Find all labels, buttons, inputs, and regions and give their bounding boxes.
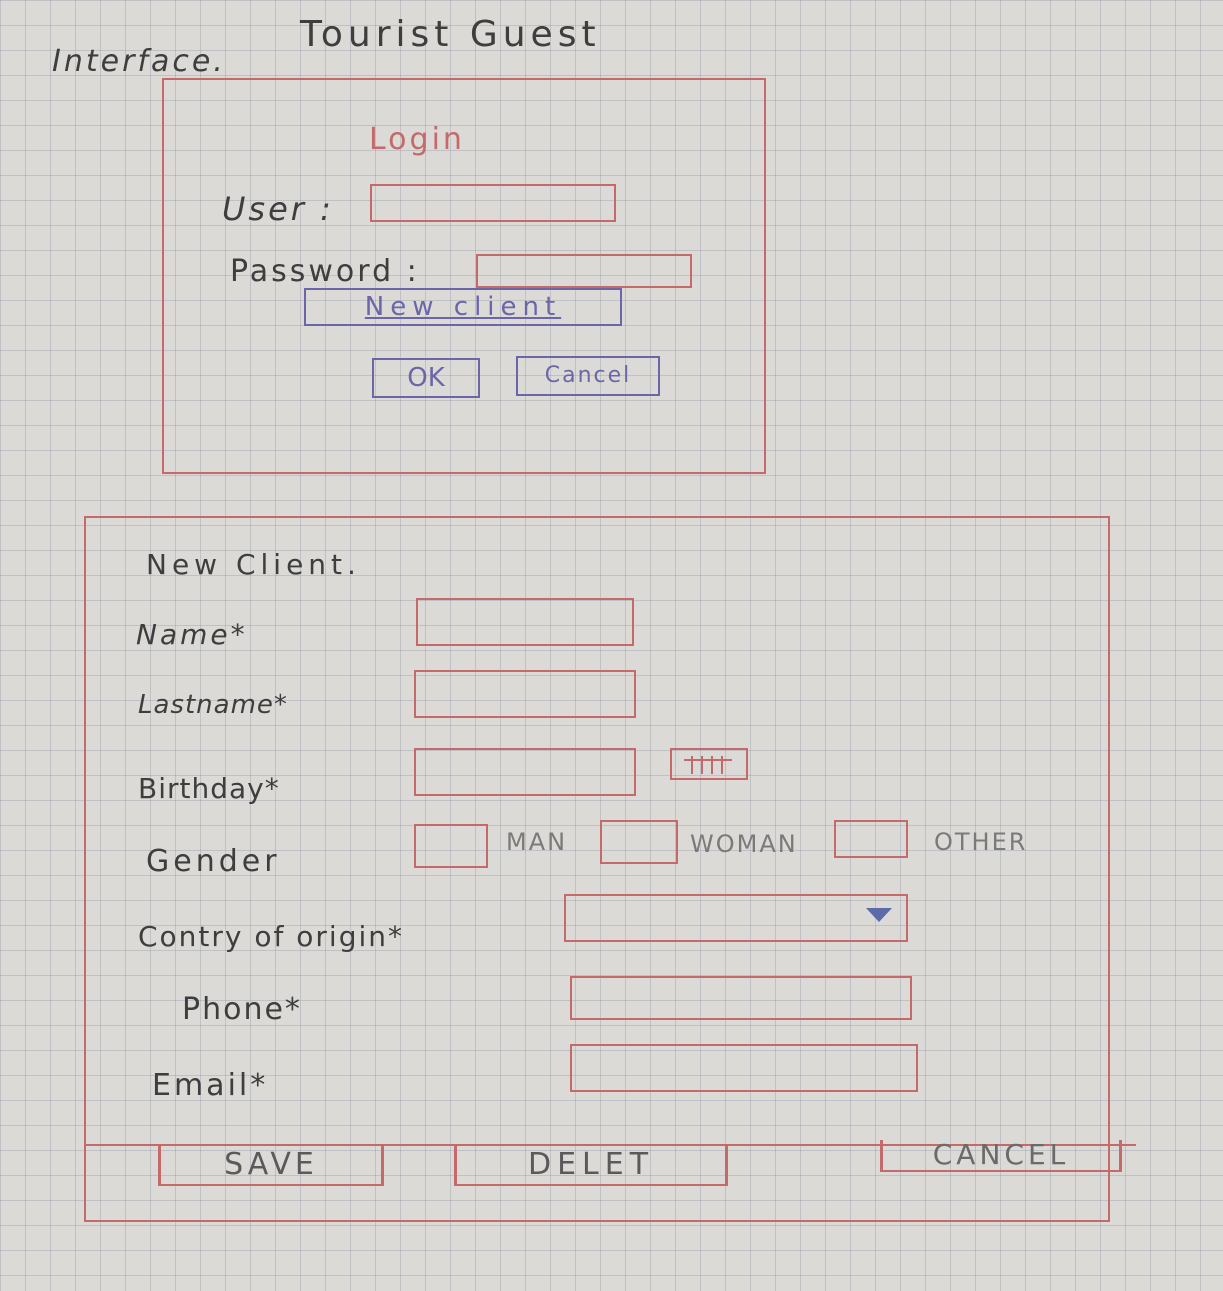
- email-input[interactable]: [570, 1044, 918, 1092]
- country-label: Contry of origin*: [138, 920, 404, 953]
- user-input[interactable]: [370, 184, 616, 222]
- ok-button[interactable]: OK: [372, 358, 480, 398]
- password-input[interactable]: [476, 254, 692, 288]
- gender-woman-label: WOMAN: [690, 830, 798, 858]
- gender-label: Gender: [146, 844, 281, 879]
- user-label: User :: [222, 190, 334, 228]
- name-label: Name*: [136, 618, 248, 651]
- password-label: Password :: [230, 254, 420, 289]
- phone-label: Phone*: [182, 992, 302, 1027]
- gender-other-label: OTHER: [934, 828, 1028, 856]
- gender-woman-checkbox[interactable]: [600, 820, 678, 864]
- country-select[interactable]: [564, 894, 908, 942]
- app-title: Tourist Guest: [300, 14, 601, 55]
- lastname-label: Lastname*: [138, 690, 288, 720]
- calendar-icon[interactable]: [670, 748, 748, 780]
- login-window: Login User : Password : New client OK Ca…: [162, 78, 766, 474]
- gender-other-checkbox[interactable]: [834, 820, 908, 858]
- new-client-window: New Client. Name* Lastname* Birthday* Ge…: [84, 516, 1136, 1222]
- birthday-input[interactable]: [414, 748, 636, 796]
- interface-label: Interface.: [52, 44, 226, 79]
- gender-man-label: MAN: [506, 828, 568, 856]
- new-client-title: New Client.: [146, 548, 361, 581]
- cancel-button[interactable]: CANCEL: [880, 1140, 1122, 1172]
- dropdown-arrow-icon: [866, 908, 892, 922]
- birthday-label: Birthday*: [138, 772, 280, 805]
- name-input[interactable]: [416, 598, 634, 646]
- save-button[interactable]: SAVE: [158, 1146, 384, 1186]
- email-label: Email*: [152, 1068, 269, 1103]
- new-client-link[interactable]: New client: [304, 288, 622, 326]
- login-title: Login: [369, 122, 465, 157]
- button-bar: [86, 1144, 1136, 1190]
- gender-man-checkbox[interactable]: [414, 824, 488, 868]
- delete-button[interactable]: DELET: [454, 1146, 728, 1186]
- lastname-input[interactable]: [414, 670, 636, 718]
- phone-input[interactable]: [570, 976, 912, 1020]
- login-cancel-button[interactable]: Cancel: [516, 356, 660, 396]
